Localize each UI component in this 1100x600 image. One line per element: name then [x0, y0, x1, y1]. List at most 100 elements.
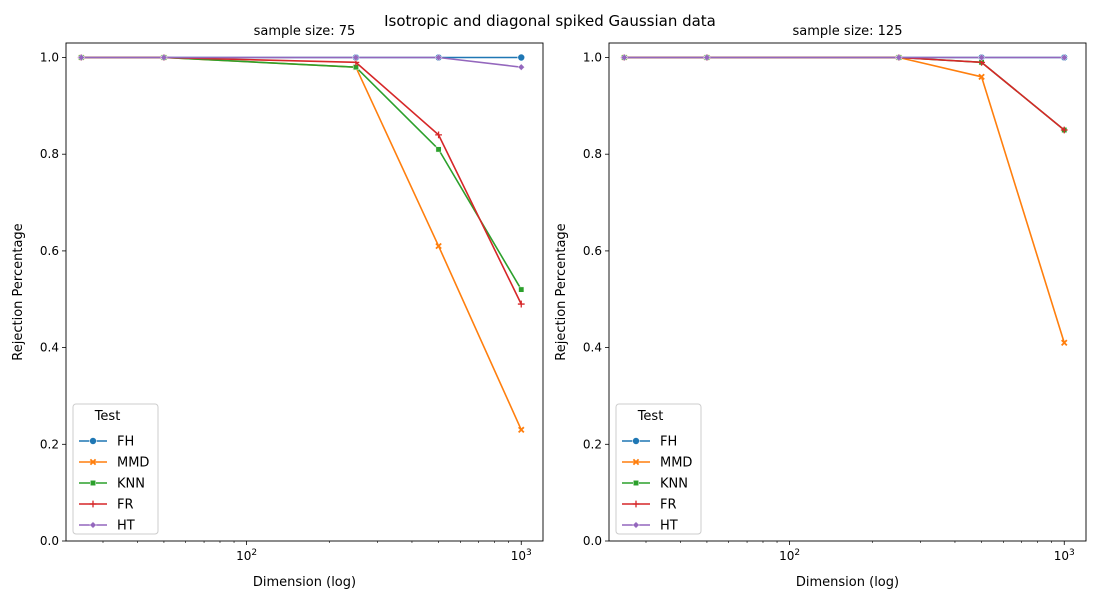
series-line-ht — [81, 56, 522, 68]
legend-entry-knn: KNN — [622, 477, 688, 492]
y-tick-label: 1.0 — [40, 51, 59, 65]
axes-frame — [65, 42, 544, 542]
panel-title: sample size: 125 — [793, 24, 903, 39]
data-point-knn — [518, 286, 525, 293]
data-point-mmd — [978, 73, 985, 81]
data-point-fr — [517, 300, 525, 308]
axes-frame — [608, 42, 1087, 542]
data-point-ht — [352, 53, 360, 62]
y-tick-label: 0.4 — [40, 341, 59, 355]
legend-title: Test — [637, 409, 664, 424]
data-point-ht — [1060, 53, 1068, 62]
data-point-ht — [160, 53, 168, 62]
legend-entry-fh: FH — [79, 435, 134, 450]
legend-entry-mmd: MMD — [79, 456, 149, 471]
y-tick-label: 0.2 — [40, 437, 59, 451]
data-point-ht — [620, 53, 628, 62]
series-knn — [621, 54, 1068, 133]
legend-marker-fr — [89, 500, 97, 508]
series-line-knn — [624, 56, 1065, 131]
data-point-fh — [517, 53, 526, 62]
legend-label-fh: FH — [660, 435, 677, 450]
series-fr — [620, 54, 1068, 134]
legend-title: Test — [94, 409, 121, 424]
series-ht — [77, 53, 525, 71]
data-point-mmd — [518, 426, 525, 434]
legend-marker-mmd — [89, 458, 97, 466]
legend-marker-fh — [89, 437, 97, 445]
chart-panel-2: sample size: 125 102 103 0.0 0.2 0.4 0.6 0.8 1.0… — [554, 24, 1087, 590]
figure-suptitle: Isotropic and diagonal spiked Gaussian d… — [384, 12, 716, 30]
series-mmd — [621, 54, 1068, 347]
y-tick-label: 0.6 — [40, 244, 59, 258]
x-tick-label: 102 — [779, 548, 800, 563]
legend-label-mmd: MMD — [660, 456, 692, 471]
legend-label-fh: FH — [117, 435, 134, 450]
data-point-fr — [1060, 126, 1068, 134]
plot-area — [77, 53, 526, 434]
legend-label-fr: FR — [660, 498, 677, 513]
x-axis-label: Dimension (log) — [253, 575, 356, 590]
series-mmd — [78, 54, 525, 434]
legend-entry-ht: HT — [79, 519, 135, 534]
data-point-mmd — [1061, 339, 1068, 347]
legend-entry-ht: HT — [622, 519, 678, 534]
legend-box — [72, 403, 159, 535]
series-ht — [620, 53, 1068, 62]
data-point-fr — [435, 131, 442, 139]
legend-entry-fr: FR — [622, 498, 677, 513]
data-point-ht — [434, 53, 443, 62]
legend-label-knn: KNN — [660, 477, 688, 492]
x-tick-label: 102 — [236, 548, 257, 563]
y-axis-label: Rejection Percentage — [11, 223, 26, 360]
legend-entry-fh: FH — [622, 435, 677, 450]
series-line-mmd — [624, 56, 1066, 344]
legend: Test FH MMD KNN FR HT — [72, 403, 159, 535]
legend-entry-mmd: MMD — [622, 456, 692, 471]
legend-marker-mmd — [632, 458, 640, 466]
data-point-mmd — [435, 242, 442, 250]
legend-label-knn: KNN — [117, 477, 145, 492]
data-point-ht — [77, 53, 85, 62]
legend-marker-fh — [632, 437, 640, 445]
y-axis-label: Rejection Percentage — [554, 223, 569, 360]
y-tick-label: 0.8 — [583, 147, 602, 161]
legend-label-fr: FR — [117, 498, 134, 513]
legend-entry-fr: FR — [79, 498, 134, 513]
chart-panel-1: sample size: 75 102 103 0.0 0.2 0.4 0.6 0.8 1.0 D… — [11, 24, 544, 590]
legend-box — [615, 403, 702, 535]
x-axis-label: Dimension (log) — [796, 575, 899, 590]
data-point-knn — [435, 146, 442, 153]
legend-label-mmd: MMD — [117, 456, 149, 471]
y-tick-label: 0.6 — [583, 244, 602, 258]
legend-marker-fr — [632, 500, 640, 508]
panel-title: sample size: 75 — [254, 24, 356, 39]
legend: Test FH MMD KNN FR HT — [615, 403, 702, 535]
y-tick-label: 1.0 — [583, 51, 602, 65]
plot-area — [620, 53, 1069, 347]
legend-marker-ht — [89, 521, 97, 529]
data-point-ht — [517, 63, 525, 71]
data-point-ht — [977, 53, 986, 62]
data-point-ht — [895, 53, 903, 62]
y-tick-label: 0.2 — [583, 437, 602, 451]
legend-marker-knn — [633, 480, 639, 486]
x-tick-label: 103 — [511, 548, 532, 563]
series-line-fr — [81, 56, 522, 305]
legend-marker-knn — [90, 480, 96, 486]
series-line-knn — [81, 56, 522, 290]
series-line-mmd — [81, 56, 522, 431]
series-line-fr — [624, 56, 1065, 131]
legend-label-ht: HT — [660, 519, 678, 534]
x-tick-label: 103 — [1054, 548, 1075, 563]
y-tick-label: 0.8 — [40, 147, 59, 161]
y-tick-label: 0.4 — [583, 341, 602, 355]
legend-label-ht: HT — [117, 519, 135, 534]
data-point-ht — [703, 53, 711, 62]
y-tick-label: 0.0 — [583, 534, 602, 548]
legend-entry-knn: KNN — [79, 477, 145, 492]
legend-marker-ht — [632, 521, 640, 529]
y-tick-label: 0.0 — [40, 534, 59, 548]
